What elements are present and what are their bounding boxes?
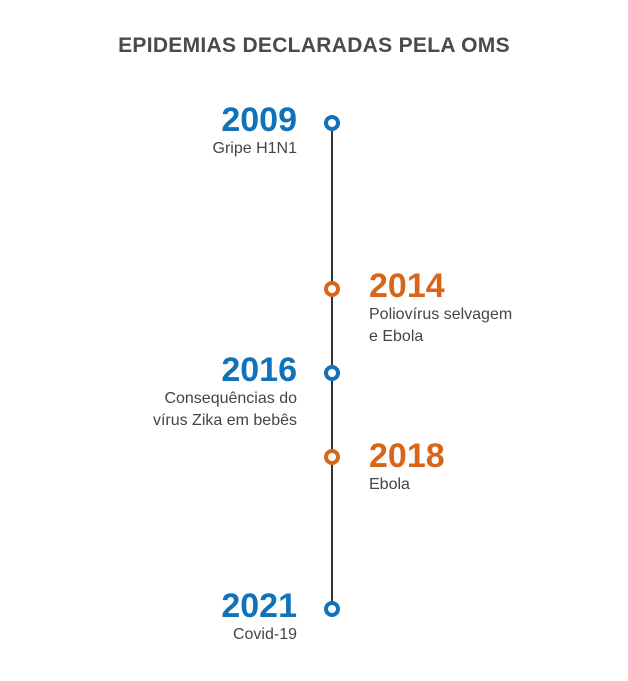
timeline-entry-2016: 2016 Consequências do vírus Zika em bebê… bbox=[153, 352, 297, 432]
timeline-node-2016 bbox=[324, 365, 340, 381]
timeline-node-2021 bbox=[324, 601, 340, 617]
timeline-node-2009 bbox=[324, 115, 340, 131]
timeline-node-2018 bbox=[324, 449, 340, 465]
timeline-entry-2009: 2009 Gripe H1N1 bbox=[213, 102, 297, 160]
event-description: Poliovírus selvagem e Ebola bbox=[369, 306, 513, 345]
event-year: 2009 bbox=[221, 101, 297, 139]
event-year: 2018 bbox=[369, 437, 445, 475]
event-description: Ebola bbox=[369, 476, 410, 493]
event-description: Consequências do vírus Zika em bebês bbox=[152, 390, 297, 429]
event-year: 2021 bbox=[221, 587, 297, 625]
timeline-entry-2021: 2021 Covid-19 bbox=[221, 588, 297, 646]
event-year: 2014 bbox=[369, 267, 445, 305]
event-description: Gripe H1N1 bbox=[212, 140, 297, 157]
timeline-node-2014 bbox=[324, 281, 340, 297]
timeline-entry-2018: 2018 Ebola bbox=[369, 438, 445, 496]
event-year: 2016 bbox=[221, 351, 297, 389]
timeline-entry-2014: 2014 Poliovírus selvagem e Ebola bbox=[369, 268, 512, 348]
event-description: Covid-19 bbox=[232, 626, 297, 643]
page-title: EPIDEMIAS DECLARADAS PELA OMS bbox=[118, 34, 510, 57]
